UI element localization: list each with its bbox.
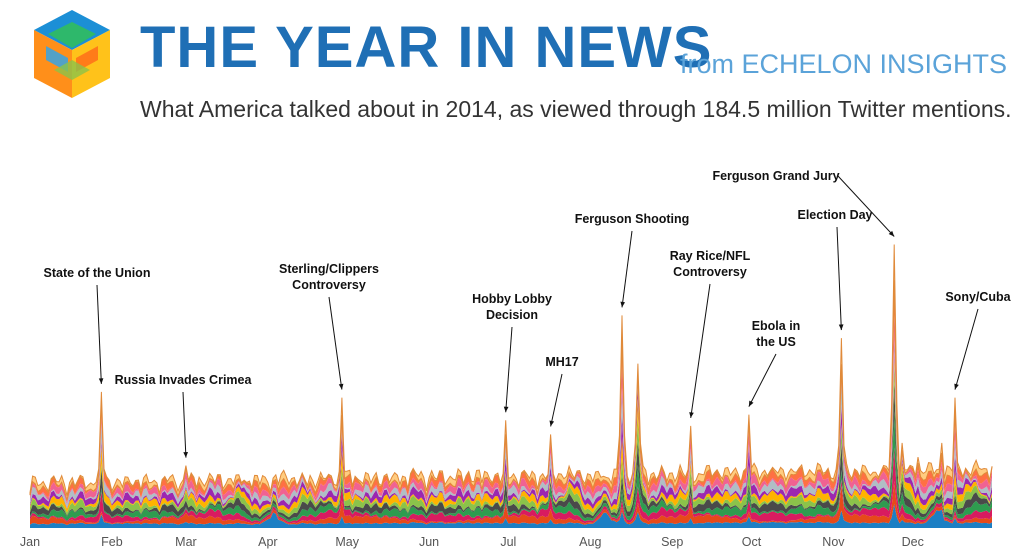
annotation-arrow-line (550, 373, 563, 427)
area-layer-12 (29, 244, 993, 501)
area-layers (29, 244, 993, 528)
x-tick-label: Jun (419, 535, 439, 549)
annotation-arrowhead (98, 378, 104, 384)
annotations: State of the Union Russia Invades Crimea S… (44, 169, 1012, 458)
x-tick-label: Jul (500, 535, 516, 549)
annotation-arrow-line (837, 175, 895, 237)
annotation-arrow-line (328, 296, 343, 390)
annotation-arrow-line (954, 308, 979, 390)
x-tick-label: Mar (175, 535, 197, 549)
x-tick-label: Dec (902, 535, 924, 549)
annotation-arrowhead (549, 420, 555, 427)
x-tick-label: Sep (661, 535, 683, 549)
annotation-7: Ebola in the US (748, 319, 801, 407)
annotation-2: Sterling/Clippers Controversy (279, 262, 379, 390)
annotation-arrowhead (620, 301, 625, 308)
annotation-label: Election Day (797, 208, 872, 222)
annotation-label: Ferguson Grand Jury (712, 169, 839, 183)
annotation-label: Ferguson Shooting (575, 212, 690, 226)
annotation-label: Ray Rice/NFL (670, 249, 751, 263)
annotation-arrowhead (888, 230, 895, 237)
stacked-area-chart: State of the Union Russia Invades Crimea S… (20, 169, 1012, 549)
area-layer-1 (30, 504, 992, 528)
source-label: from ECHELON INSIGHTS (680, 49, 1008, 79)
annotation-label: Russia Invades Crimea (115, 373, 253, 387)
x-tick-label: Apr (258, 535, 277, 549)
x-tick-label: May (335, 535, 359, 549)
annotation-label: Decision (486, 308, 538, 322)
page-title: THE YEAR IN NEWS (140, 15, 713, 80)
annotation-label: Controversy (292, 278, 366, 292)
annotation-10: Sony/Cuba (945, 290, 1012, 390)
annotation-arrowhead (503, 406, 509, 413)
x-tick-label: Feb (101, 535, 123, 549)
annotation-arrow-line (836, 226, 842, 331)
annotation-9: Ferguson Grand Jury (712, 169, 895, 237)
x-tick-label: Jan (20, 535, 40, 549)
annotation-arrowhead (689, 412, 694, 418)
annotation-1: Russia Invades Crimea (115, 373, 253, 458)
annotation-arrow-line (505, 326, 513, 413)
annotation-arrowhead (748, 400, 754, 407)
annotation-arrow-line (690, 283, 711, 419)
annotation-5: Ferguson Shooting (575, 212, 690, 308)
annotation-label: Controversy (673, 265, 747, 279)
x-axis-ticks: Jan Feb Mar Apr May Jun Jul Aug Sep Oct Nov Dec (20, 535, 924, 549)
annotation-arrow-line (182, 391, 187, 458)
annotation-arrowhead (838, 324, 844, 331)
x-tick-label: Oct (742, 535, 762, 549)
annotation-arrow-line (748, 353, 777, 407)
annotation-6: Ray Rice/NFL Controversy (670, 249, 751, 419)
annotation-label: Ebola in (752, 319, 801, 333)
annotation-3: Hobby Lobby Decision (472, 292, 552, 413)
annotation-arrowhead (954, 383, 959, 390)
annotation-label: MH17 (545, 355, 578, 369)
area-layer-3 (30, 447, 992, 524)
annotation-arrow-line (621, 230, 633, 308)
hexagon-cube-logo-icon (34, 10, 110, 98)
annotation-label: Sony/Cuba (945, 290, 1011, 304)
x-tick-label: Aug (579, 535, 601, 549)
page-subtitle: What America talked about in 2014, as vi… (140, 96, 1012, 122)
annotation-label: State of the Union (44, 266, 151, 280)
annotation-4: MH17 (545, 355, 579, 427)
x-tick-label: Nov (822, 535, 845, 549)
area-layer-6 (30, 364, 992, 518)
annotation-0: State of the Union (44, 266, 151, 384)
annotation-label: Hobby Lobby (472, 292, 552, 306)
area-layer-8 (30, 352, 992, 510)
area-layer-10 (30, 314, 992, 504)
annotation-8: Election Day (797, 208, 873, 331)
header: THE YEAR IN NEWS from ECHELON INSIGHTS W… (0, 0, 1023, 140)
annotation-arrowhead (338, 383, 344, 390)
annotation-arrow-line (96, 284, 102, 384)
annotation-label: Sterling/Clippers (279, 262, 379, 276)
annotation-arrowhead (183, 452, 188, 458)
annotation-label: the US (756, 335, 796, 349)
